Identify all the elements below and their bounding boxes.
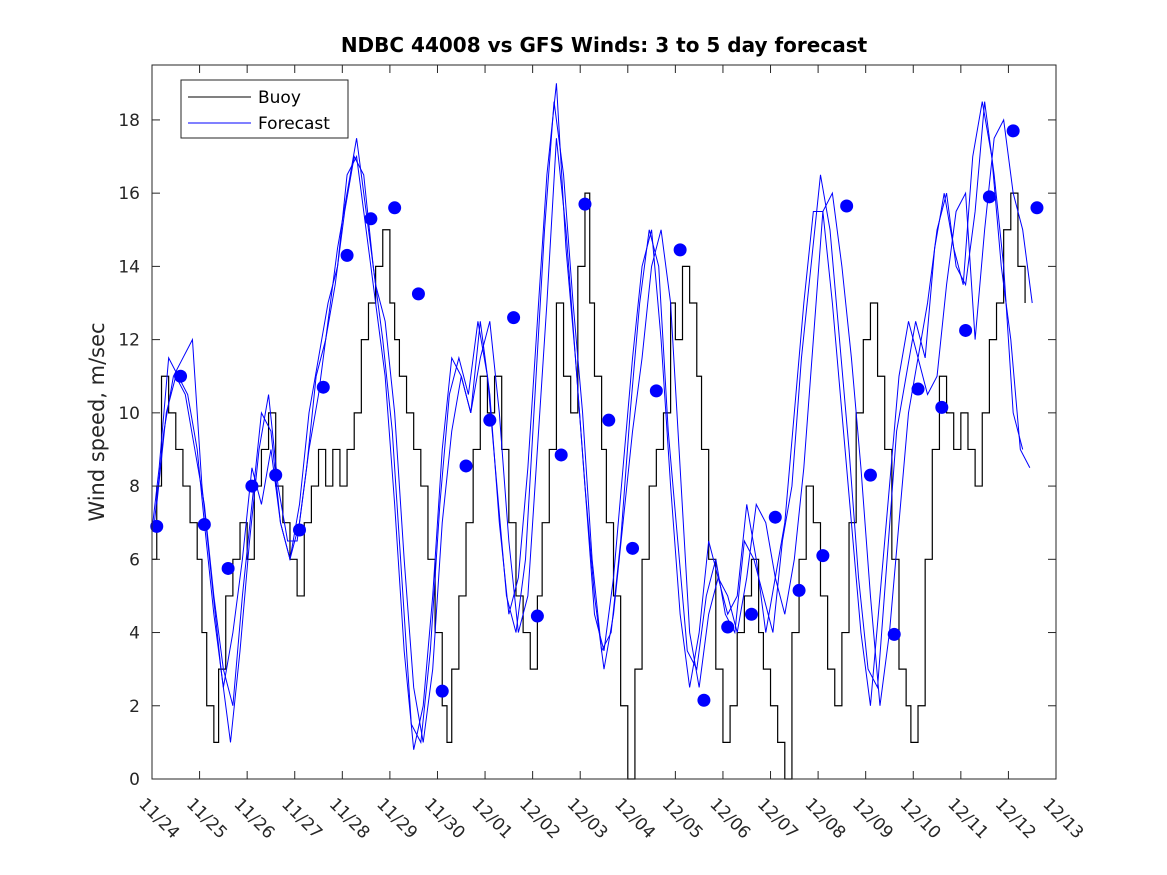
y-tick-label: 0 [129,770,140,790]
x-tick-label: 12/06 [705,794,754,843]
forecast-marker [435,684,449,698]
x-tick-label: 12/10 [896,794,945,843]
x-tick-label: 11/29 [372,794,421,843]
x-tick-label: 12/07 [753,794,802,843]
forecast-marker [602,413,616,427]
forecast-marker [364,212,378,226]
axes-frame [151,64,1057,780]
legend-label-forecast: Forecast [258,114,330,134]
forecast-marker [197,518,211,532]
legend: Buoy Forecast [180,79,349,139]
legend-label-buoy: Buoy [258,88,301,108]
y-axis-ticks: 0 2 4 6 8 10 12 14 16 18 [118,111,1056,790]
forecast-marker [316,380,330,394]
forecast-marker [174,369,188,383]
y-axis-label: Wind speed, m/sec [85,322,109,521]
forecast-marker [578,197,592,211]
legend-box [180,79,349,139]
forecast-marker [721,620,735,634]
x-tick-label: 12/04 [610,794,659,843]
forecast-marker [626,541,640,555]
chart-title: NDBC 44008 vs GFS Winds: 3 to 5 day fore… [341,33,868,57]
forecast-marker [1006,124,1020,138]
forecast-marker [221,561,235,575]
x-axis-ticks: 11/2411/2511/2611/2711/2811/2911/3012/01… [134,65,1087,843]
forecast-marker [768,510,782,524]
forecast-marker [554,448,568,462]
forecast-marker [507,311,521,325]
forecast-marker [840,199,854,213]
x-tick-label: 12/11 [943,794,992,843]
forecast-marker [816,549,830,563]
x-tick-label: 11/27 [277,794,326,843]
forecast-marker [269,468,283,482]
plot-data [150,83,1044,780]
series-line-buoy [152,192,1026,780]
y-tick-label: 18 [118,111,140,131]
series-line-forecast [153,101,1031,745]
x-tick-label: 11/26 [230,794,279,843]
forecast-marker [935,400,949,414]
y-tick-label: 4 [129,624,140,644]
x-tick-label: 12/08 [801,794,850,843]
forecast-marker [982,190,996,204]
forecast-marker [483,413,497,427]
forecast-marker [292,523,306,537]
forecast-marker [388,201,402,215]
x-tick-label: 11/25 [182,794,231,843]
y-tick-label: 12 [118,331,140,351]
x-tick-label: 11/24 [134,794,183,843]
y-tick-label: 2 [129,697,140,717]
forecast-marker [340,248,354,262]
x-tick-label: 12/13 [1038,794,1087,843]
y-tick-label: 10 [118,404,140,424]
forecast-marker [744,607,758,621]
forecast-marker [150,519,164,533]
forecast-marker [411,287,425,301]
forecast-marker [530,609,544,623]
y-tick-label: 8 [129,477,140,497]
x-tick-label: 12/03 [563,794,612,843]
series-line-forecast [151,118,1033,743]
x-tick-label: 11/28 [325,794,374,843]
series-line-forecast [156,83,1024,750]
x-tick-label: 12/09 [848,794,897,843]
forecast-marker [887,627,901,641]
forecast-marker [649,384,663,398]
forecast-marker [245,479,259,493]
y-tick-label: 6 [129,550,140,570]
forecast-marker [792,583,806,597]
forecast-marker [911,382,925,396]
x-tick-label: 11/30 [420,794,469,843]
x-tick-label: 12/05 [658,794,707,843]
x-tick-label: 12/02 [515,794,564,843]
x-tick-label: 12/12 [991,794,1040,843]
forecast-marker [459,459,473,473]
y-tick-label: 14 [118,257,140,277]
forecast-marker [959,323,973,337]
x-tick-label: 12/01 [468,794,517,843]
forecast-marker [697,693,711,707]
forecast-marker [863,468,877,482]
forecast-marker [673,243,687,257]
y-tick-label: 16 [118,184,140,204]
forecast-marker [1030,201,1044,215]
